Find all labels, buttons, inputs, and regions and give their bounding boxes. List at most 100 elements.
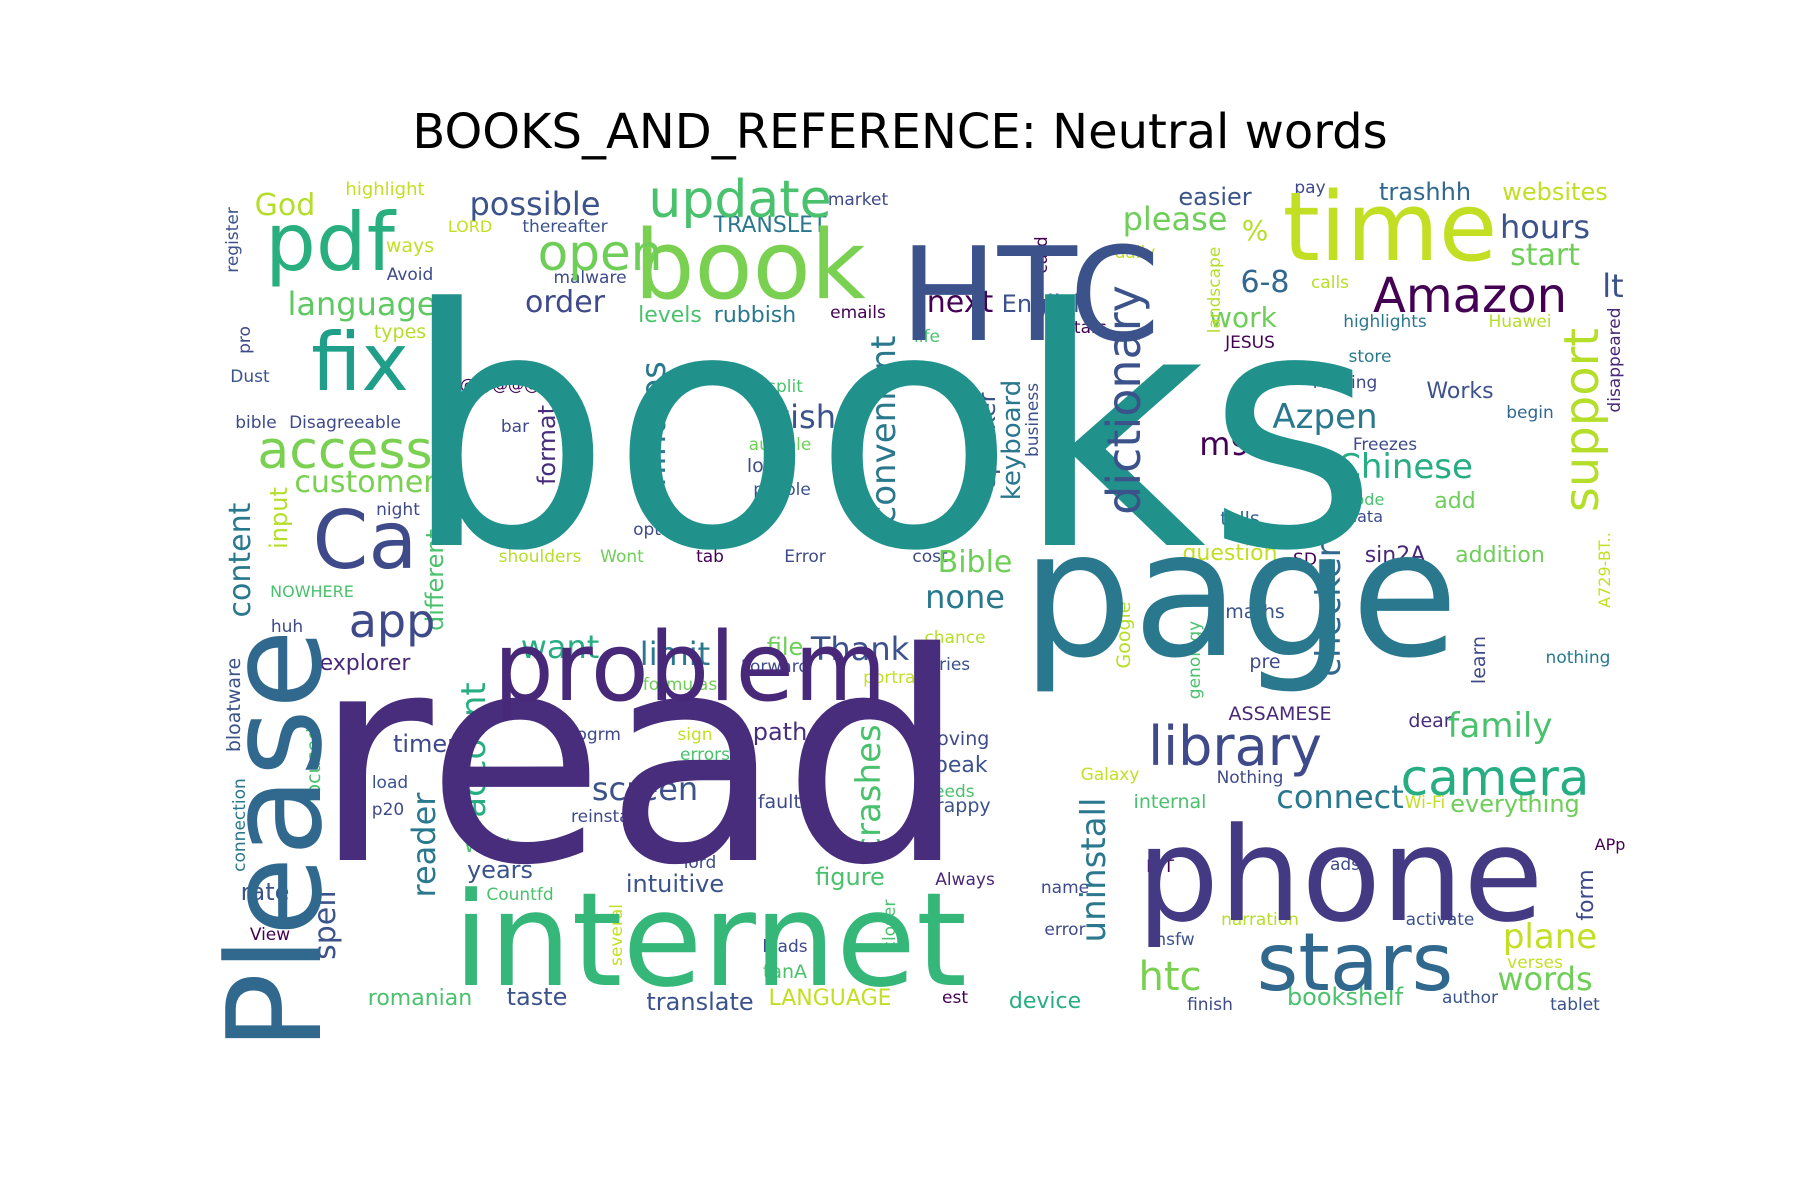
word-small: rubbish xyxy=(714,303,796,328)
word-small: switches xyxy=(563,399,585,481)
word-small: timer xyxy=(393,730,457,758)
word-small: rate xyxy=(241,878,290,906)
word-small: Moving xyxy=(921,728,990,750)
word-small: maths xyxy=(1225,601,1285,623)
word-small: NOWHERE xyxy=(270,582,354,601)
word-small: addition xyxy=(1455,543,1545,568)
word-small: p20 xyxy=(372,800,404,820)
word-small: author xyxy=(1442,988,1498,1008)
word-small: Nothing xyxy=(1217,768,1284,788)
word-small: A729-BT.. xyxy=(1595,532,1614,608)
word-small: % xyxy=(1242,214,1269,247)
word-phone: phone xyxy=(1137,799,1544,951)
word-small: option xyxy=(633,520,687,540)
word-small: data xyxy=(1347,507,1383,526)
word-dictionary: dictionary xyxy=(1097,285,1151,515)
word-small: bar xyxy=(501,417,529,437)
word-small: please xyxy=(1123,200,1228,238)
word-small: finish xyxy=(1187,995,1233,1015)
word-small: tanA xyxy=(763,961,807,983)
word-small: learn xyxy=(1468,636,1490,684)
word-small: JESUS xyxy=(1224,333,1275,353)
word-small: Worst xyxy=(666,703,715,723)
word-small: bible xyxy=(235,413,277,433)
word-small: name xyxy=(1041,878,1089,898)
word-small: LORD xyxy=(448,217,492,236)
word-small: activate xyxy=(1406,910,1475,930)
word-small: focused xyxy=(303,728,325,802)
word-small: formulas xyxy=(643,675,718,695)
word-small: figure xyxy=(815,863,885,891)
word-small: speak xyxy=(922,753,987,778)
word-small: crashes xyxy=(849,724,889,855)
word-small: m9 xyxy=(1199,425,1251,463)
word-small: Azpen xyxy=(1272,397,1377,437)
word-small: thereafter xyxy=(522,217,607,237)
word-small: error xyxy=(1044,920,1085,940)
word-small: register xyxy=(223,207,243,273)
word-small: business xyxy=(1023,383,1043,457)
word-small: start xyxy=(1510,238,1580,273)
word-small: pro xyxy=(235,326,255,354)
word-camera: camera xyxy=(1401,749,1590,807)
word-small: input xyxy=(265,487,293,549)
word-small: plane xyxy=(1503,917,1597,957)
word-small: LANGUAGE xyxy=(768,986,891,1011)
word-small: lord xyxy=(684,853,717,873)
word-small: possible xyxy=(469,185,600,223)
word-small: Countfd xyxy=(486,885,553,905)
word-small: taste xyxy=(507,983,568,1011)
word-small: account xyxy=(454,682,494,817)
word-open: open xyxy=(538,224,663,282)
word-small: bloatware xyxy=(223,658,245,752)
word-small: Dust xyxy=(230,367,270,387)
word-small: wish xyxy=(764,398,836,436)
word-small: trashhh xyxy=(1379,178,1471,206)
word-small: speaker xyxy=(973,392,1001,487)
word-small: several xyxy=(607,904,627,966)
word-small: sin2A xyxy=(1365,543,1426,568)
word-small: huh xyxy=(271,617,303,637)
word-small: words xyxy=(1497,960,1592,998)
word-small: narration xyxy=(1221,910,1299,930)
word-small: closer xyxy=(880,900,900,951)
word-small: tells xyxy=(1220,508,1260,530)
word-small: nothing xyxy=(1546,648,1611,668)
word-small: View xyxy=(250,925,290,945)
word-pdf: pdf xyxy=(265,196,397,289)
word-small: keyboard xyxy=(997,380,1027,501)
word-small: emails xyxy=(830,303,886,323)
word-small: reader xyxy=(405,792,443,898)
word-small: limit xyxy=(640,635,710,673)
word-small: Wont xyxy=(600,547,644,567)
word-small: form xyxy=(1574,869,1599,920)
word-small: progrm xyxy=(559,725,621,745)
word-small: load xyxy=(372,773,408,793)
word-small: reading xyxy=(1313,373,1378,393)
word-small: content xyxy=(223,502,258,617)
word-small: sign xyxy=(677,725,712,745)
word-small: uninstall xyxy=(1074,798,1114,943)
word-htc: HTC xyxy=(900,219,1160,371)
word-small: genology xyxy=(1185,621,1205,699)
word-small: WELL xyxy=(464,835,516,857)
word-small: ads xyxy=(1330,855,1360,875)
word-small: connect xyxy=(1276,778,1404,816)
word-small: everything xyxy=(1450,790,1580,818)
word-small: faulty xyxy=(758,791,812,813)
word-small: crappy xyxy=(925,795,990,817)
word-small: night xyxy=(376,500,420,520)
word-small: explorer xyxy=(320,651,412,676)
word-small: hours xyxy=(1500,208,1590,246)
word-page: page xyxy=(1021,494,1458,697)
word-small: none xyxy=(925,578,1005,616)
small-words-layer: language customer possible order God highligh… xyxy=(223,178,1625,1016)
word-small: people xyxy=(753,480,811,500)
word-small: cost xyxy=(912,547,948,567)
word-small: easier xyxy=(1178,183,1251,211)
word-small: disappeared xyxy=(1605,307,1625,412)
word-small: Google xyxy=(1113,601,1135,668)
word-small: connection xyxy=(230,778,250,872)
word-small: websites xyxy=(1502,178,1607,206)
